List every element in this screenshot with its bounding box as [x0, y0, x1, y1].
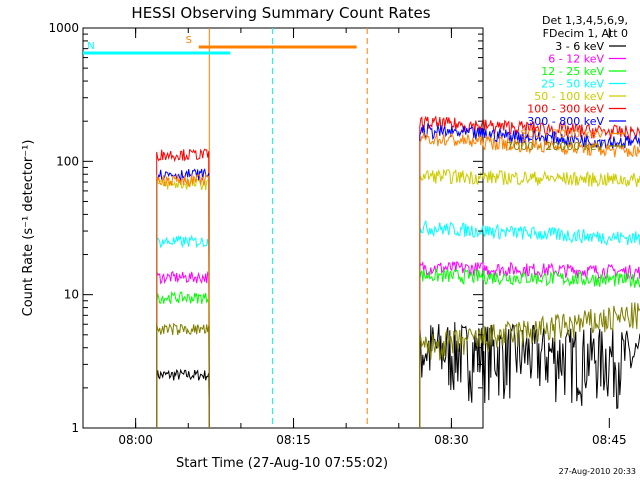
series-trace — [156, 302, 640, 429]
series-line-interval2 — [419, 267, 640, 428]
legend-entry-label: 7000 - 20000 keV — [506, 140, 604, 153]
legend-entry-label: 25 - 50 keV — [541, 78, 604, 91]
series-line-interval2 — [419, 302, 640, 428]
x-tick-label: 08:30 — [434, 433, 469, 447]
legend-header: Det 1,3,4,5,6,9, — [542, 14, 628, 27]
series-line-interval1 — [156, 322, 210, 429]
legend-entry-label: 6 - 12 keV — [548, 53, 604, 66]
interval-marker-label: N — [87, 41, 94, 52]
x-axis-label: Start Time (27-Aug-10 07:55:02) — [176, 456, 388, 471]
legend-entry-label: 12 - 25 keV — [541, 65, 604, 78]
series-trace — [156, 131, 640, 429]
series-line-interval2 — [419, 219, 640, 428]
series-line-interval2 — [419, 322, 640, 428]
x-tick-label: 08:15 — [276, 433, 311, 447]
series-trace — [156, 115, 640, 429]
legend-entry-label: 100 - 300 keV — [527, 103, 604, 116]
series-line-interval1 — [156, 234, 210, 429]
series-line-interval1 — [156, 290, 210, 429]
series-trace — [156, 322, 640, 429]
x-tick-label: 08:00 — [118, 433, 153, 447]
series-line-interval2 — [419, 115, 640, 428]
footer-timestamp: 27-Aug-2010 20:33 — [559, 467, 636, 476]
series-trace — [156, 168, 640, 429]
legend-header: FDecim 1, Att 0 — [543, 27, 628, 40]
chart-title: HESSI Observing Summary Count Rates — [131, 4, 430, 22]
legend: Det 1,3,4,5,6,9,FDecim 1, Att 03 - 6 keV… — [506, 14, 628, 153]
interval-markers: SN — [83, 35, 357, 55]
series-line-interval2 — [419, 261, 640, 428]
interval-marker-label: S — [186, 35, 192, 46]
series-trace — [156, 261, 640, 429]
series-trace — [156, 123, 640, 429]
legend-entry-label: 800 - 7000 keV — [520, 128, 604, 141]
y-axis-label: Count Rate (s⁻¹ detector⁻¹) — [21, 140, 36, 317]
series-line-interval2 — [419, 123, 640, 428]
x-tick-label: 08:45 — [592, 433, 627, 447]
y-axis: 1 10 100 1000 — [48, 21, 483, 435]
series-line-interval1 — [156, 173, 210, 429]
series-line-interval1 — [156, 167, 210, 429]
legend-entry-label: 50 - 100 keV — [534, 90, 604, 103]
series-group — [156, 115, 640, 429]
y-tick-label: 100 — [56, 154, 79, 168]
series-line-interval2 — [419, 168, 640, 428]
series-line-interval1 — [156, 270, 210, 429]
y-tick-label: 10 — [64, 288, 79, 302]
legend-entry-label: 3 - 6 keV — [555, 40, 604, 53]
series-trace — [156, 267, 640, 429]
series-line-interval2 — [419, 131, 640, 428]
series-line-interval1 — [156, 148, 210, 429]
y-tick-label: 1 — [71, 421, 79, 435]
series-line-interval1 — [156, 368, 210, 429]
y-tick-label: 1000 — [48, 21, 79, 35]
series-trace — [156, 219, 640, 429]
legend-entry-label: 300 - 800 keV — [527, 115, 604, 128]
